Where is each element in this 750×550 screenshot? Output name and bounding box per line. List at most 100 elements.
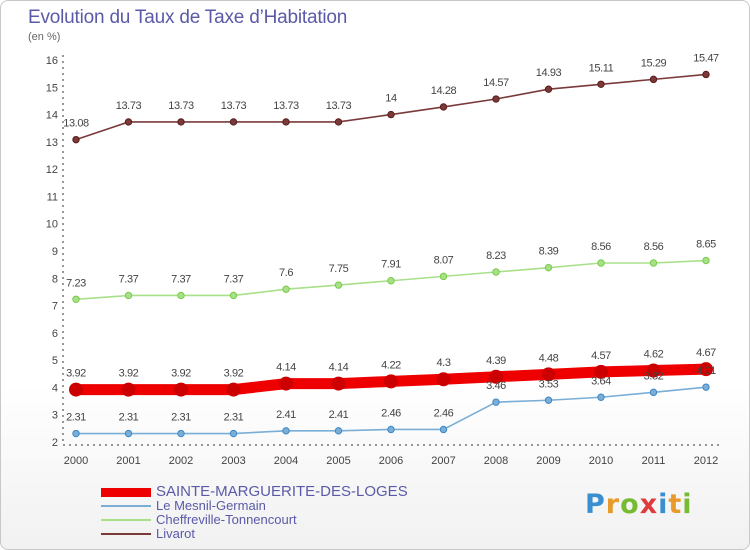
data-point xyxy=(649,75,658,84)
data-point xyxy=(226,382,241,397)
y-tick-label: 5 xyxy=(52,355,58,367)
data-point xyxy=(544,85,553,93)
logo-letter: i xyxy=(658,489,669,520)
legend-swatch xyxy=(101,519,151,521)
y-tick-label: 14 xyxy=(46,110,58,122)
legend: SAINTE-MARGUERITE-DES-LOGES Le Mesnil-Ger… xyxy=(101,483,408,541)
data-label: 14.93 xyxy=(536,67,562,79)
data-point xyxy=(702,256,710,265)
data-point xyxy=(649,259,658,267)
data-label: 14.57 xyxy=(483,77,509,89)
data-point xyxy=(124,118,133,126)
data-label: 8.56 xyxy=(591,241,611,253)
data-label: 14 xyxy=(385,93,397,105)
data-point xyxy=(597,393,605,401)
y-tick-label: 10 xyxy=(46,219,58,231)
data-point xyxy=(334,427,343,435)
legend-swatch xyxy=(101,505,151,507)
data-label: 4.57 xyxy=(591,350,611,362)
y-tick-label: 6 xyxy=(52,328,58,340)
data-label: 8.39 xyxy=(539,246,559,258)
data-point xyxy=(489,369,503,384)
x-tick-label: 2000 xyxy=(64,455,88,467)
data-label: 4.62 xyxy=(644,349,664,361)
data-point xyxy=(72,135,80,144)
legend-item: Livarot xyxy=(101,527,408,541)
legend-label: Cheffreville-Tonnencourt xyxy=(156,512,297,527)
data-label: 3.46 xyxy=(486,380,506,392)
legend-label: SAINTE-MARGUERITE-DES-LOGES xyxy=(156,483,408,500)
data-point xyxy=(646,363,661,378)
data-point xyxy=(177,291,185,300)
x-tick-label: 2011 xyxy=(642,455,666,467)
data-point xyxy=(174,382,188,397)
data-point xyxy=(384,374,398,389)
data-label: 3.92 xyxy=(224,368,244,380)
data-label: 4.14 xyxy=(329,362,349,374)
data-label: 7.6 xyxy=(279,267,293,279)
data-label: 13.73 xyxy=(168,100,194,112)
data-label: 2.41 xyxy=(329,409,349,421)
data-point xyxy=(492,95,500,103)
data-label: 2.31 xyxy=(171,412,191,424)
data-label: 8.65 xyxy=(696,239,716,251)
data-point xyxy=(124,429,133,438)
y-tick-label: 11 xyxy=(47,191,58,203)
data-point xyxy=(387,425,395,434)
legend-swatch xyxy=(101,487,151,497)
data-point xyxy=(282,118,290,126)
data-point xyxy=(279,376,293,391)
data-label: 13.08 xyxy=(63,118,89,130)
data-label: 3.92 xyxy=(171,368,191,380)
data-point xyxy=(544,263,553,272)
data-label: 3.92 xyxy=(66,368,86,380)
chart-subtitle: (en %) xyxy=(28,31,61,43)
x-tick-label: 2010 xyxy=(589,455,613,467)
data-point xyxy=(334,118,343,126)
data-point xyxy=(439,425,448,434)
data-point xyxy=(492,398,500,406)
data-label: 3.64 xyxy=(591,375,611,387)
data-label: 7.37 xyxy=(119,273,139,285)
data-point xyxy=(597,80,605,88)
data-label: 15.47 xyxy=(693,52,719,64)
data-point xyxy=(597,259,605,267)
legend-item: SAINTE-MARGUERITE-DES-LOGES xyxy=(101,483,408,500)
data-point xyxy=(124,291,133,300)
legend-item: Cheffreville-Tonnencourt xyxy=(101,513,408,527)
y-tick-label: 12 xyxy=(46,164,58,176)
data-point xyxy=(177,118,185,126)
x-tick-label: 2006 xyxy=(379,455,403,467)
data-point xyxy=(177,429,185,438)
x-tick-label: 2004 xyxy=(274,455,298,467)
data-label: 2.31 xyxy=(119,412,139,424)
data-label: 7.91 xyxy=(381,259,401,271)
data-point xyxy=(229,118,238,126)
data-point xyxy=(649,388,658,397)
data-point xyxy=(334,281,343,289)
data-point xyxy=(229,291,238,300)
y-tick-label: 7 xyxy=(52,301,58,313)
x-tick-label: 2002 xyxy=(169,455,193,467)
data-label: 8.23 xyxy=(486,250,506,262)
data-label: 13.73 xyxy=(221,100,247,112)
data-point xyxy=(436,372,451,387)
data-label: 2.41 xyxy=(276,409,296,421)
legend-item: Le Mesnil-Germain xyxy=(101,499,408,513)
data-point xyxy=(439,272,448,281)
data-label: 8.07 xyxy=(434,254,454,266)
y-tick-label: 15 xyxy=(46,82,58,94)
x-tick-label: 2008 xyxy=(484,455,508,467)
logo-letter: o xyxy=(620,489,640,520)
data-label: 3.53 xyxy=(539,378,559,390)
legend-swatch xyxy=(101,533,151,535)
data-label: 7.37 xyxy=(224,273,244,285)
data-point xyxy=(387,277,395,285)
data-label: 8.56 xyxy=(644,241,664,253)
data-point xyxy=(121,382,136,397)
data-label: 13.73 xyxy=(116,100,142,112)
data-label: 2.31 xyxy=(66,412,86,424)
y-tick-label: 3 xyxy=(52,410,58,422)
